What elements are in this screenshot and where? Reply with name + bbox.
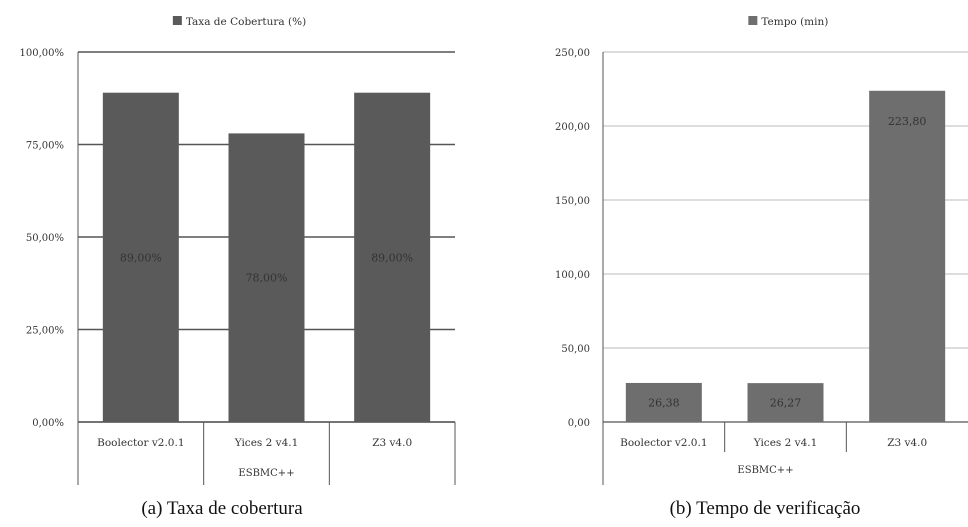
bar-value-label: 26,27 bbox=[770, 397, 802, 410]
bar bbox=[354, 92, 431, 422]
y-tick-label: 50,00% bbox=[26, 233, 64, 244]
bar-value-label: 89,00% bbox=[120, 251, 162, 264]
bar bbox=[228, 133, 305, 422]
bar bbox=[747, 383, 824, 422]
group-label: ESBMC++ bbox=[238, 468, 294, 479]
x-category-label: Z3 v4.0 bbox=[372, 437, 412, 449]
y-tick-label: 250,00 bbox=[555, 48, 590, 59]
bar-value-label: 26,38 bbox=[648, 396, 680, 409]
x-category-label: Boolector v2.0.1 bbox=[620, 437, 707, 449]
y-tick-label: 75,00% bbox=[26, 141, 64, 152]
y-tick-label: 100,00% bbox=[20, 48, 65, 59]
chart-taxa-cobertura: Taxa de Cobertura (%) 0,00% 25,00% 50,00% 75… bbox=[20, 16, 456, 519]
legend-label: Taxa de Cobertura (%) bbox=[186, 16, 306, 28]
y-tick-label: 0,00 bbox=[568, 418, 590, 429]
bar bbox=[869, 90, 946, 422]
figure-caption: (a) Taxa de cobertura bbox=[141, 498, 303, 519]
bar-value-label: 223,80 bbox=[888, 115, 927, 128]
x-category-label: Boolector v2.0.1 bbox=[97, 437, 184, 449]
group-label: ESBMC++ bbox=[737, 465, 793, 476]
bar bbox=[625, 382, 702, 422]
legend-swatch bbox=[748, 16, 758, 25]
y-tick-label: 150,00 bbox=[555, 196, 590, 207]
legend-swatch bbox=[172, 16, 182, 25]
y-tick-label: 50,00 bbox=[561, 344, 590, 355]
bar-value-label: 89,00% bbox=[371, 251, 413, 264]
x-category-label: Z3 v4.0 bbox=[887, 437, 927, 449]
x-category-label: Yices 2 v4.1 bbox=[753, 437, 818, 449]
y-tick-label: 0,00% bbox=[32, 418, 64, 429]
legend-label: Tempo (min) bbox=[761, 16, 828, 28]
y-tick-label: 200,00 bbox=[555, 122, 590, 133]
y-tick-label: 25,00% bbox=[26, 326, 64, 337]
bar bbox=[102, 92, 179, 422]
y-tick-label: 100,00 bbox=[555, 270, 590, 281]
x-category-label: Yices 2 v4.1 bbox=[234, 437, 299, 449]
figure-caption: (b) Tempo de verificação bbox=[670, 498, 861, 519]
bar-value-label: 78,00% bbox=[246, 272, 288, 285]
chart-tempo-verificacao: Tempo (min) 0,00 50,00 100,00 150,00 200,00 25… bbox=[555, 16, 968, 519]
